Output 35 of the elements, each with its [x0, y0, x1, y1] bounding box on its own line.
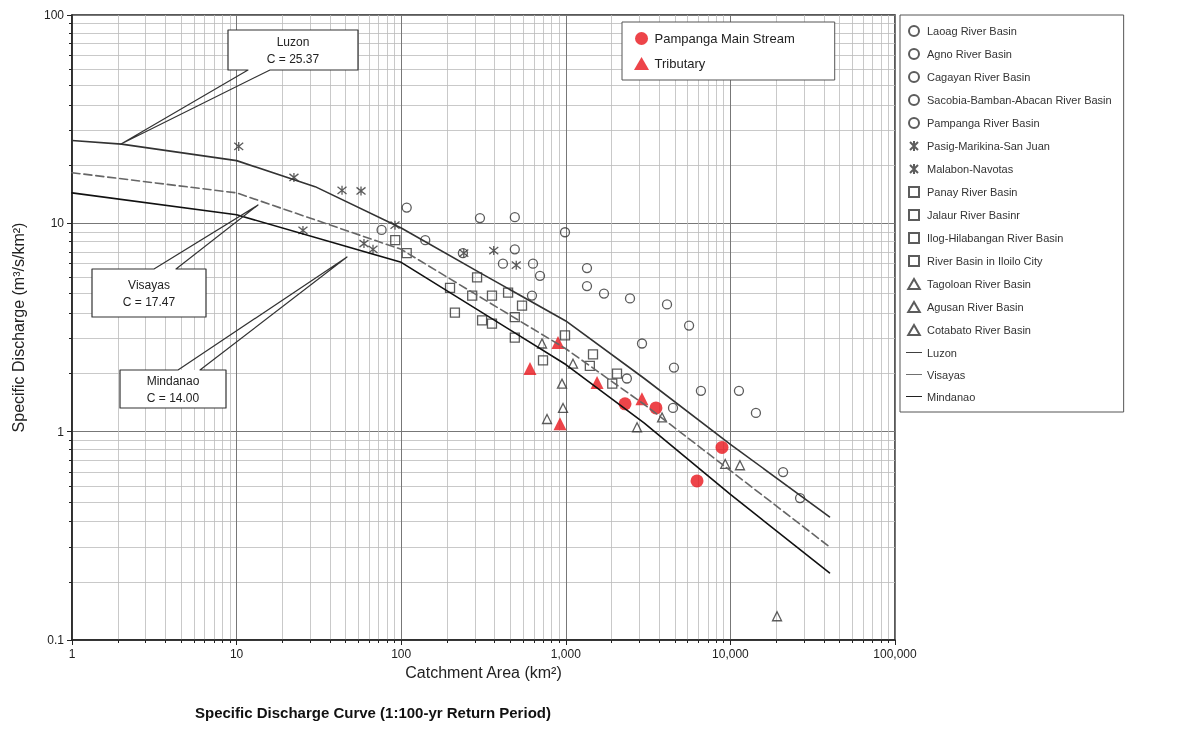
annotation: Luzon C = 25.37 [266, 34, 320, 66]
legend-label: River Basin in Iloilo City [927, 255, 1044, 267]
legend-label: Tributary [654, 56, 706, 71]
text: Specific Discharge Curve (1:100-yr Return Period) [195, 704, 551, 721]
x-tick-label: 100 [391, 647, 412, 661]
annotation: Mindanao C = 14.00 [146, 373, 200, 405]
x-tick-label: 10 [229, 647, 244, 661]
x-tick-label: 100,000 [873, 647, 918, 661]
legend-label: Mindanao [927, 390, 976, 403]
legend-label: Tagoloan River Basin [927, 278, 1031, 290]
legend-label: Laoag River Basin [927, 25, 1017, 37]
x-tick-label: 10,000 [712, 647, 750, 661]
legend-label: Ilog-Hilabangan River Basin [927, 232, 1064, 244]
legend-label: Panay River Basin [927, 186, 1018, 198]
y-tick-label: 10 [50, 216, 65, 231]
x-tick-label: 1,000 [550, 647, 582, 661]
annotation: Visayas C = 17.47 [122, 277, 176, 309]
legend-label: Agno River Basin [927, 48, 1012, 60]
legend-label: Pasig-Marikina-San Juan [927, 140, 1050, 152]
legend-label: Cotabato River Basin [927, 324, 1031, 336]
y-tick-label: 0.1 [47, 633, 65, 647]
x-axis-title: Catchment Area (km²) [405, 664, 562, 682]
legend-label: Jalaur River Basinr [927, 209, 1021, 221]
legend-label: Pampanga Main Stream [654, 31, 795, 46]
legend-label: Malabon-Navotas [927, 163, 1014, 175]
y-axis-title: Specific Discharge (m³/s/km²) [9, 222, 27, 433]
legend-label: Agusan River Basin [927, 301, 1024, 313]
legend-label: Cagayan River Basin [927, 71, 1031, 83]
legend-label: Sacobia-Bamban-Abacan River Basin [927, 94, 1112, 106]
x-tick-label: 1 [68, 647, 76, 661]
legend-label: Visayas [927, 368, 966, 381]
legend-label: Pampanga River Basin [927, 117, 1040, 129]
y-tick-label: 1 [57, 424, 65, 439]
legend-label: Luzon [927, 346, 957, 359]
y-tick-label: 100 [43, 8, 65, 22]
